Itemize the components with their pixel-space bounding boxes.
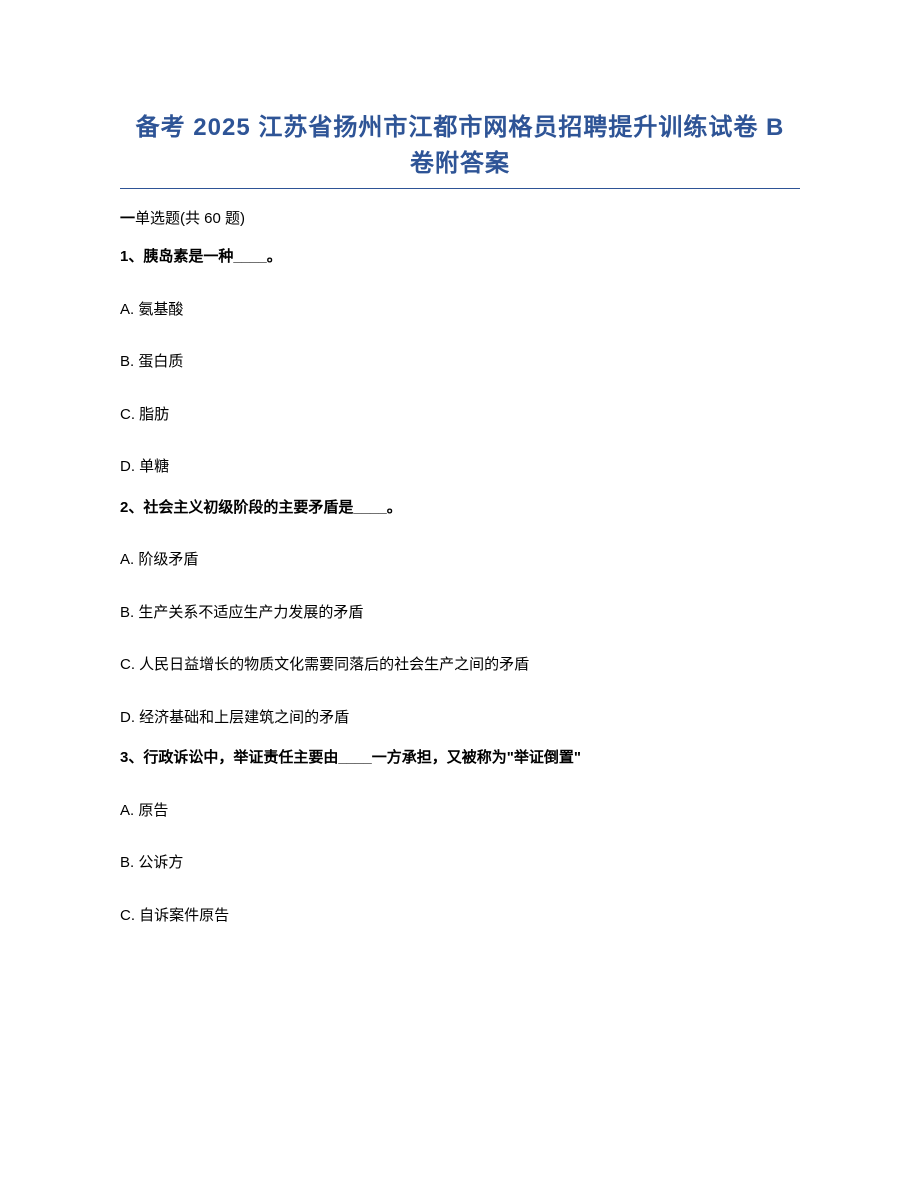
option-letter: A. <box>120 802 134 819</box>
question-body: 行政诉讼中，举证责任主要由____一方承担，又被称为"举证倒置" <box>143 749 581 766</box>
document-title-line2: 卷附答案 <box>120 146 800 182</box>
title-underline <box>120 188 800 189</box>
question-2-option-c: C. 人民日益增长的物质文化需要同落后的社会生产之间的矛盾 <box>120 654 800 677</box>
question-3-option-c: C. 自诉案件原告 <box>120 905 800 928</box>
question-number: 1、 <box>120 248 143 265</box>
question-1-option-d: D. 单糖 <box>120 456 800 479</box>
question-2: 2、社会主义初级阶段的主要矛盾是____。 <box>120 497 800 520</box>
option-letter: C. <box>120 907 135 924</box>
section-header: 一单选题(共 60 题) <box>120 207 800 228</box>
option-text: 脂肪 <box>135 406 169 423</box>
question-1-option-a: A. 氨基酸 <box>120 299 800 322</box>
document-title-line1: 备考 2025 江苏省扬州市江都市网格员招聘提升训练试卷 B <box>120 110 800 146</box>
document-title-container: 备考 2025 江苏省扬州市江都市网格员招聘提升训练试卷 B 卷附答案 <box>120 110 800 182</box>
question-number: 3、 <box>120 749 143 766</box>
question-3-option-b: B. 公诉方 <box>120 852 800 875</box>
question-1-option-c: C. 脂肪 <box>120 404 800 427</box>
option-text: 公诉方 <box>134 854 183 871</box>
option-letter: B. <box>120 854 134 871</box>
section-header-text: 单选题(共 60 题) <box>135 210 245 227</box>
option-letter: A. <box>120 301 134 318</box>
section-header-prefix: 一 <box>120 210 135 227</box>
question-2-option-a: A. 阶级矛盾 <box>120 549 800 572</box>
option-letter: C. <box>120 406 135 423</box>
option-letter: A. <box>120 551 134 568</box>
option-letter: C. <box>120 656 135 673</box>
question-1: 1、胰岛素是一种____。 <box>120 246 800 269</box>
option-letter: B. <box>120 353 134 370</box>
option-text: 单糖 <box>135 458 169 475</box>
option-text: 自诉案件原告 <box>135 907 229 924</box>
option-text: 阶级矛盾 <box>134 551 198 568</box>
option-text: 氨基酸 <box>134 301 183 318</box>
question-number: 2、 <box>120 499 143 516</box>
option-letter: B. <box>120 604 134 621</box>
option-text: 蛋白质 <box>134 353 183 370</box>
option-letter: D. <box>120 709 135 726</box>
option-letter: D. <box>120 458 135 475</box>
question-3: 3、行政诉讼中，举证责任主要由____一方承担，又被称为"举证倒置" <box>120 747 800 770</box>
question-1-option-b: B. 蛋白质 <box>120 351 800 374</box>
option-text: 生产关系不适应生产力发展的矛盾 <box>134 604 363 621</box>
question-body: 胰岛素是一种____。 <box>143 248 281 265</box>
question-body: 社会主义初级阶段的主要矛盾是____。 <box>143 499 401 516</box>
option-text: 原告 <box>134 802 168 819</box>
question-2-option-b: B. 生产关系不适应生产力发展的矛盾 <box>120 602 800 625</box>
question-2-option-d: D. 经济基础和上层建筑之间的矛盾 <box>120 707 800 730</box>
question-3-option-a: A. 原告 <box>120 800 800 823</box>
option-text: 人民日益增长的物质文化需要同落后的社会生产之间的矛盾 <box>135 656 529 673</box>
option-text: 经济基础和上层建筑之间的矛盾 <box>135 709 349 726</box>
